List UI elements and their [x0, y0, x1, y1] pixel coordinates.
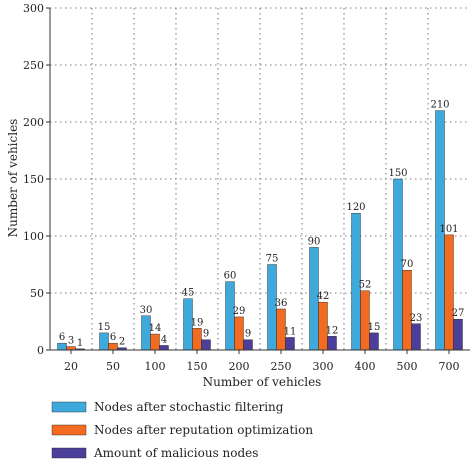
- x-tick-label: 20: [64, 360, 78, 373]
- data-label-series-1: 90: [308, 236, 321, 247]
- legend: Nodes after stochastic filtering Nodes af…: [51, 400, 313, 460]
- bar-series-2: [192, 328, 202, 351]
- data-label-series-1: 15: [98, 322, 111, 333]
- data-label-series-2: 19: [191, 317, 204, 328]
- x-tick-label: 50: [106, 360, 120, 373]
- x-tick-label: 700: [439, 360, 460, 373]
- data-label-series-3: 11: [284, 326, 297, 337]
- legend-swatch: [51, 447, 87, 459]
- bars: [57, 110, 463, 351]
- y-tick-label: 100: [23, 230, 44, 243]
- data-label-series-3: 1: [77, 338, 83, 349]
- y-tick-label: 200: [23, 116, 44, 129]
- bar-series-1: [57, 342, 67, 351]
- data-label-series-2: 36: [275, 298, 288, 309]
- x-tick-label: 500: [397, 360, 418, 373]
- data-label-series-3: 27: [452, 308, 465, 319]
- data-label-series-2: 14: [149, 323, 162, 334]
- y-tick-label: 0: [37, 344, 44, 357]
- bar-series-2: [402, 270, 412, 351]
- bar-series-2: [150, 333, 160, 351]
- x-tick-label: 250: [271, 360, 292, 373]
- bar-series-2: [108, 342, 118, 351]
- bar-series-2: [234, 316, 244, 351]
- x-tick-label: 200: [229, 360, 250, 373]
- data-label-series-2: 3: [68, 336, 74, 347]
- data-label-series-1: 150: [388, 168, 407, 179]
- y-axis-title: Number of vehicles: [6, 119, 20, 238]
- bar-series-3: [327, 336, 337, 351]
- bar-series-3: [285, 337, 295, 351]
- legend-swatch: [51, 401, 87, 413]
- bar-series-3: [411, 323, 421, 351]
- legend-label: Nodes after stochastic filtering: [94, 400, 284, 414]
- data-label-series-3: 2: [119, 337, 125, 348]
- data-label-series-2: 52: [359, 280, 372, 291]
- axes: 0 50 100 150 200 250 300 20 50 100 150 200 250 300 400…: [23, 2, 470, 373]
- data-label-series-3: 15: [368, 322, 381, 333]
- bar-series-3: [369, 332, 379, 351]
- data-label-series-1: 30: [140, 305, 153, 316]
- data-label-series-3: 9: [203, 329, 209, 340]
- legend-swatch: [51, 424, 87, 436]
- data-label-series-1: 120: [346, 202, 365, 213]
- data-label-series-2: 101: [439, 224, 458, 235]
- x-tick-label: 400: [355, 360, 376, 373]
- y-tick-label: 250: [23, 59, 44, 72]
- grid-lines: [50, 7, 470, 350]
- bar-series-3: [159, 345, 169, 351]
- bar-series-3: [453, 319, 463, 351]
- data-label-series-1: 60: [224, 271, 237, 282]
- data-label-series-1: 75: [266, 254, 279, 265]
- bar-series-2: [66, 346, 76, 351]
- bar-series-3: [201, 339, 211, 351]
- data-label-series-1: 6: [59, 332, 65, 343]
- data-label-series-3: 12: [326, 325, 339, 336]
- data-label-series-3: 23: [410, 313, 423, 324]
- x-tick-label: 100: [145, 360, 166, 373]
- data-label-series-2: 6: [110, 332, 116, 343]
- bar-series-2: [360, 290, 370, 351]
- x-tick-label: 150: [187, 360, 208, 373]
- data-label-series-1: 210: [430, 100, 449, 111]
- data-label-series-1: 45: [182, 288, 195, 299]
- bar-series-3: [243, 339, 253, 351]
- y-tick-label: 50: [30, 287, 44, 300]
- x-tick-label: 300: [313, 360, 334, 373]
- legend-label: Nodes after reputation optimization: [94, 423, 313, 437]
- legend-label: Amount of malicious nodes: [93, 446, 258, 460]
- data-label-series-2: 29: [233, 306, 246, 317]
- data-label-series-3: 4: [161, 334, 167, 345]
- x-axis-title: Number of vehicles: [203, 375, 322, 389]
- y-tick-label: 150: [23, 173, 44, 186]
- data-label-series-2: 70: [401, 259, 414, 270]
- bar-series-1: [99, 332, 109, 351]
- data-label-series-3: 9: [245, 329, 251, 340]
- data-label-series-2: 42: [317, 291, 330, 302]
- y-tick-label: 300: [23, 2, 44, 15]
- bar-series-2: [444, 234, 454, 351]
